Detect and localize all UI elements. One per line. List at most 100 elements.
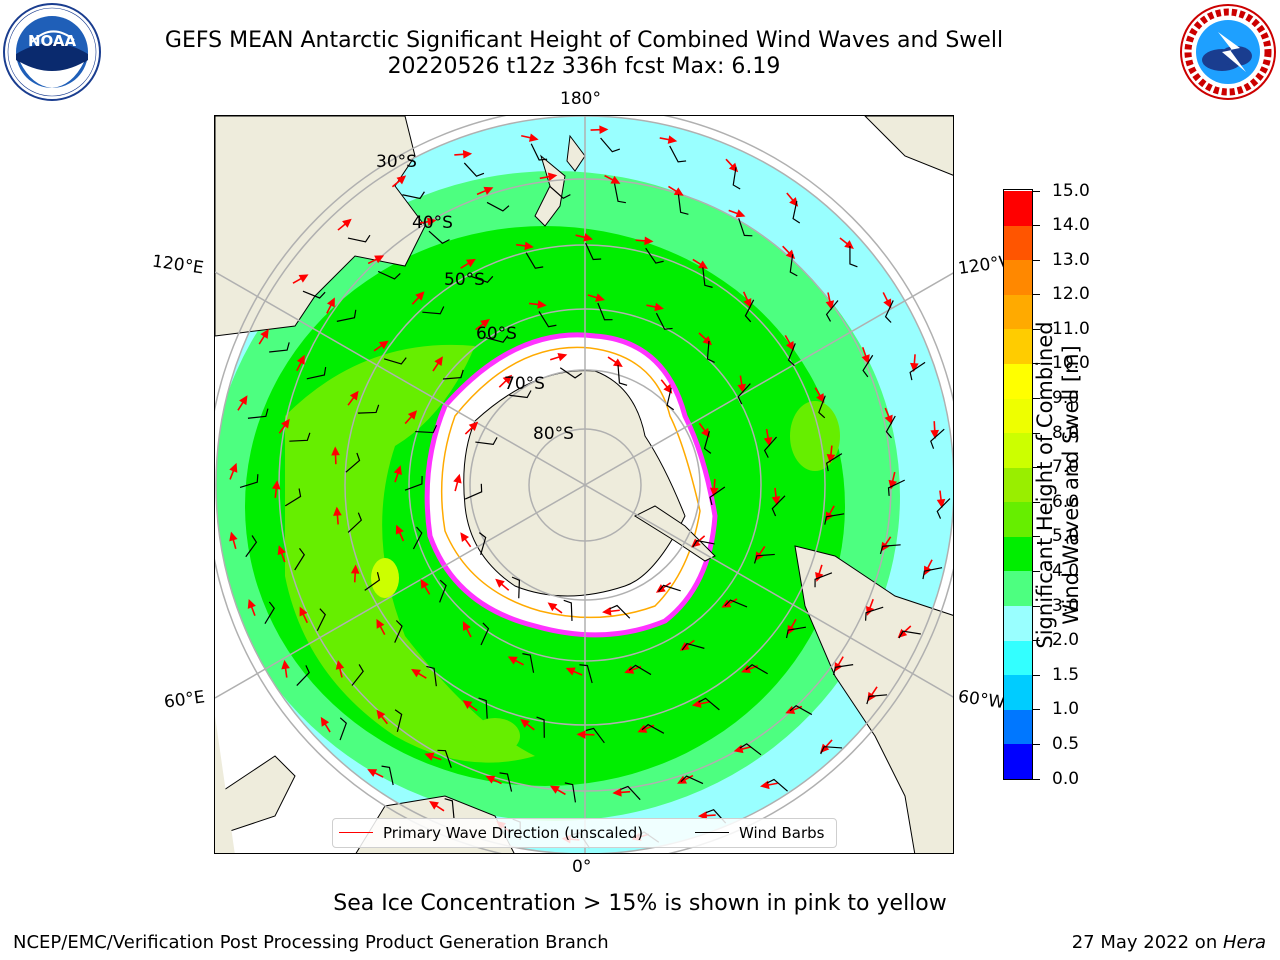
wave-arrow-head bbox=[785, 340, 795, 351]
lat-label-60s: 60°S bbox=[476, 324, 517, 344]
wave-arrow-head bbox=[547, 172, 558, 182]
colorbar bbox=[1003, 189, 1033, 780]
wind-barb bbox=[538, 311, 557, 328]
wind-barb bbox=[744, 299, 755, 323]
wind-barb bbox=[666, 387, 675, 411]
wind-barb bbox=[485, 335, 509, 343]
wave-arrow-head bbox=[495, 578, 505, 588]
colorbar-tick-mark bbox=[1033, 674, 1040, 676]
wave-arrow-head bbox=[277, 545, 286, 556]
lon-label-180: 180° bbox=[560, 89, 601, 109]
wind-barb bbox=[339, 717, 347, 741]
wave-arrow-head bbox=[599, 125, 609, 135]
wave-arrow-head bbox=[930, 429, 940, 440]
colorbar-tick-label: 7.0 bbox=[1052, 457, 1080, 478]
wind-barb bbox=[832, 664, 854, 676]
colorbar-tick-mark bbox=[1033, 640, 1040, 642]
wave-arrow-head bbox=[709, 487, 719, 497]
colorbar-segment bbox=[1004, 605, 1032, 641]
colorbar-segment bbox=[1004, 570, 1032, 607]
wind-barb bbox=[658, 584, 681, 592]
wind-barb bbox=[530, 143, 548, 161]
wind-barb bbox=[824, 513, 845, 525]
wind-barb bbox=[766, 778, 788, 792]
wind-barb bbox=[669, 145, 687, 163]
colorbar-tick-mark bbox=[1033, 328, 1040, 330]
colorbar-tick-label: 0.5 bbox=[1052, 733, 1080, 754]
colorbar-tick-mark bbox=[1033, 501, 1040, 503]
map-subtitle: 20220526 t12z 336h fcst Max: 6.19 bbox=[387, 54, 781, 79]
wave-arrow-head bbox=[415, 291, 425, 301]
wave-arrow-head bbox=[462, 149, 473, 159]
wave-arrow-head bbox=[229, 462, 238, 473]
wind-barb bbox=[402, 191, 425, 200]
lat-label-50s: 50°S bbox=[444, 270, 485, 290]
wave-arrow-head bbox=[507, 656, 518, 665]
colorbar-tick-label: 8.0 bbox=[1052, 422, 1080, 443]
wave-arrow-head bbox=[272, 480, 281, 490]
colorbar-tick-mark bbox=[1033, 294, 1040, 296]
colorbar-segment bbox=[1004, 640, 1032, 676]
colorbar-tick-mark bbox=[1033, 570, 1040, 572]
wave-arrow-head bbox=[247, 598, 256, 609]
colorbar-tick-label: 15.0 bbox=[1052, 180, 1090, 201]
colorbar-tick-label: 1.5 bbox=[1052, 664, 1080, 685]
antarctic-peninsula bbox=[633, 505, 716, 562]
wind-barb bbox=[763, 436, 778, 458]
wind-barb bbox=[564, 782, 577, 803]
wind-barb bbox=[702, 267, 713, 288]
colorbar-segment bbox=[1004, 398, 1032, 434]
wind-barb bbox=[681, 642, 705, 651]
lon-label-60e: 60°E bbox=[162, 687, 207, 713]
lat-label-70s: 70°S bbox=[504, 374, 545, 394]
wind-barb bbox=[655, 312, 673, 330]
wind-barb bbox=[600, 137, 621, 153]
wave-arrow-head bbox=[465, 258, 476, 268]
legend-wave-swatch bbox=[339, 832, 373, 833]
wind-barb bbox=[381, 765, 394, 786]
date-line: 27 May 2022 on Hera bbox=[1072, 932, 1266, 953]
wind-barb bbox=[559, 367, 583, 379]
wind-barb bbox=[739, 743, 762, 756]
colorbar-tick-label: 11.0 bbox=[1052, 318, 1090, 339]
wave-arrow-head bbox=[260, 328, 269, 339]
wind-barb bbox=[415, 425, 438, 434]
wave-arrow-head bbox=[861, 354, 870, 365]
wind-barb bbox=[818, 395, 826, 419]
wave-arrow-head bbox=[350, 564, 360, 574]
wave-arrow-head bbox=[667, 135, 678, 144]
machine-name: Hera bbox=[1222, 932, 1266, 953]
wave-arrow-head bbox=[420, 578, 429, 589]
wave-arrow-head bbox=[771, 496, 781, 506]
wave-arrow-head bbox=[826, 453, 836, 464]
wind-barb bbox=[302, 290, 326, 299]
credit-line: NCEP/EMC/Verification Post Processing Pr… bbox=[13, 932, 609, 953]
wave-arrow-head bbox=[411, 668, 421, 678]
wind-barb bbox=[884, 300, 894, 323]
wind-barb bbox=[820, 746, 843, 755]
wave-arrow-head bbox=[537, 300, 547, 309]
colorbar-title-line2: Wind Waves and Swell [m] bbox=[1059, 345, 1083, 625]
wind-barb bbox=[412, 526, 423, 550]
colorbar-title-line1: Significant Height of Combined bbox=[1033, 321, 1057, 649]
wind-barb bbox=[511, 576, 521, 599]
noaa-logo: NOAA bbox=[3, 3, 101, 101]
colorbar-segment bbox=[1004, 294, 1032, 330]
wave-arrow-head bbox=[612, 788, 622, 797]
sea-ice-footnote: Sea Ice Concentration > 15% is shown in … bbox=[333, 891, 947, 916]
colorbar-tick-label: 12.0 bbox=[1052, 284, 1090, 305]
wind-barb bbox=[269, 342, 290, 353]
nws-logo bbox=[1180, 4, 1276, 100]
wind-barb bbox=[525, 252, 544, 269]
wind-barb bbox=[787, 343, 796, 366]
new-zealand-south bbox=[534, 154, 566, 227]
wind-barb bbox=[345, 452, 361, 473]
wave-direction-arrows bbox=[229, 125, 946, 844]
colorbar-tick-label: 14.0 bbox=[1052, 215, 1090, 236]
colorbar-tick-mark bbox=[1033, 259, 1040, 261]
wave-arrow-head bbox=[367, 769, 378, 777]
wave-arrow-head bbox=[480, 318, 490, 328]
colorbar-segment bbox=[1004, 225, 1032, 261]
wave-arrow-head bbox=[816, 393, 825, 404]
wind-barb bbox=[936, 498, 951, 519]
